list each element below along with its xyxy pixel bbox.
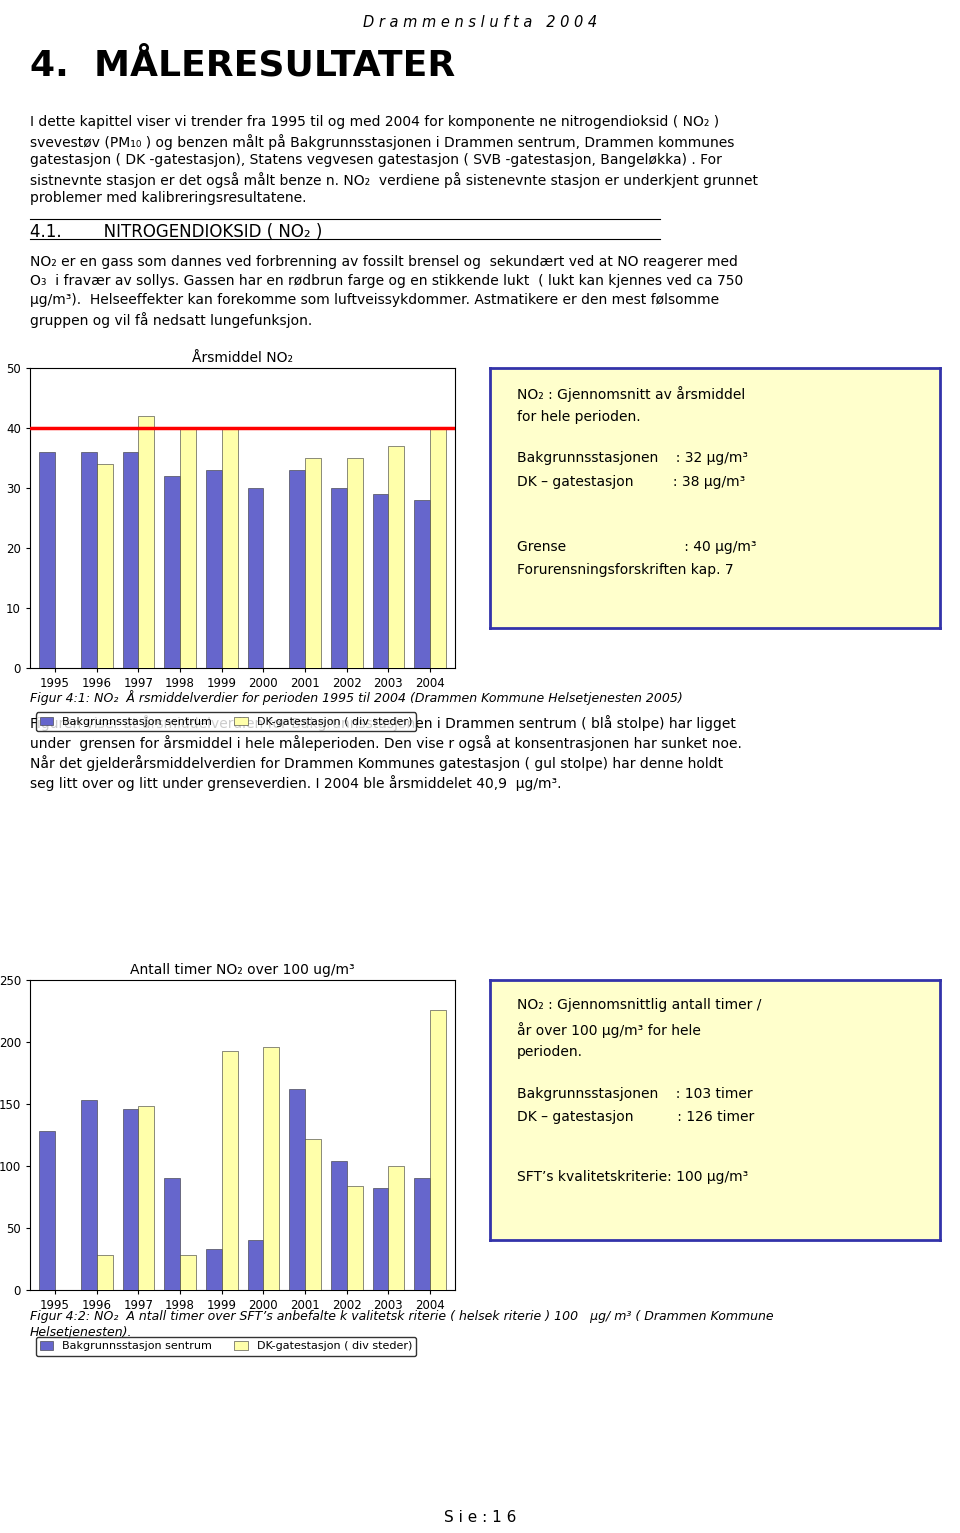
Text: D r a m m e n s l u f t a   2 0 0 4: D r a m m e n s l u f t a 2 0 0 4 <box>363 15 597 31</box>
Text: S i e : 1 6: S i e : 1 6 <box>444 1510 516 1525</box>
Text: sistnevnte stasjon er det også målt benze n. NO₂  verdiene på sistenevnte stasjo: sistnevnte stasjon er det også målt benz… <box>30 172 758 189</box>
Text: Figur 4:2: NO₂  A ntall timer over SFT’s anbefalte k valitetsk riterie ( helsek : Figur 4:2: NO₂ A ntall timer over SFT’s … <box>30 1311 774 1323</box>
Bar <box>180 1256 196 1289</box>
Bar <box>372 1188 389 1289</box>
Bar <box>414 500 430 668</box>
Bar <box>39 1131 55 1289</box>
Text: perioden.: perioden. <box>517 1046 583 1059</box>
Bar <box>97 464 112 668</box>
Text: DK – gatestasjon          : 126 timer: DK – gatestasjon : 126 timer <box>517 1110 755 1124</box>
Bar <box>347 458 363 668</box>
Bar <box>414 1179 430 1289</box>
Bar <box>81 1101 97 1289</box>
Bar <box>289 471 305 668</box>
Bar <box>123 452 138 668</box>
Bar <box>97 1256 112 1289</box>
Text: DK – gatestasjon         : 38 μg/m³: DK – gatestasjon : 38 μg/m³ <box>517 475 745 489</box>
Title: Årsmiddel NO₂: Årsmiddel NO₂ <box>192 351 293 365</box>
Text: 4.  MÅLERESULTATER: 4. MÅLERESULTATER <box>30 48 455 81</box>
Text: for hele perioden.: for hele perioden. <box>517 409 640 423</box>
Legend: Bakgrunnsstasjon sentrum, DK-gatestasjon ( div steder): Bakgrunnsstasjon sentrum, DK-gatestasjon… <box>36 713 417 731</box>
Bar <box>39 452 55 668</box>
Text: 4.1.        NITROGENDIOKSID ( NO₂ ): 4.1. NITROGENDIOKSID ( NO₂ ) <box>30 222 323 241</box>
Bar <box>331 487 347 668</box>
Text: Figuren viser at årsmiddelverdien for Bakgrunnsstasjonen i Drammen sentrum ( blå: Figuren viser at årsmiddelverdien for Ba… <box>30 714 736 731</box>
Text: NO₂ : Gjennomsnittlig antall timer /: NO₂ : Gjennomsnittlig antall timer / <box>517 998 761 1012</box>
Bar <box>138 415 155 668</box>
Title: Antall timer NO₂ over 100 ug/m³: Antall timer NO₂ over 100 ug/m³ <box>131 963 355 978</box>
Bar <box>164 1179 180 1289</box>
Bar <box>248 1240 263 1289</box>
Bar <box>123 1108 138 1289</box>
Text: μg/m³).  Helseeffekter kan forekomme som luftveissykdommer. Astmatikere er den m: μg/m³). Helseeffekter kan forekomme som … <box>30 293 719 307</box>
Bar <box>138 1107 155 1289</box>
Text: NO₂ : Gjennomsnitt av årsmiddel: NO₂ : Gjennomsnitt av årsmiddel <box>517 386 745 402</box>
Text: gatestasjon ( DK -gatestasjon), Statens vegvesen gatestasjon ( SVB -gatestasjon,: gatestasjon ( DK -gatestasjon), Statens … <box>30 153 722 167</box>
Text: år over 100 μg/m³ for hele: år over 100 μg/m³ for hele <box>517 1021 701 1038</box>
Bar <box>164 477 180 668</box>
Bar <box>289 1088 305 1289</box>
Text: seg litt over og litt under grenseverdien. I 2004 ble årsmiddelet 40,9  μg/m³.: seg litt over og litt under grenseverdie… <box>30 776 562 791</box>
Text: svevestøv (PM₁₀ ) og benzen målt på Bakgrunnsstasjonen i Drammen sentrum, Dramme: svevestøv (PM₁₀ ) og benzen målt på Bakg… <box>30 133 734 150</box>
Text: under  grensen for årsmiddel i hele måleperioden. Den vise r også at konsentrasj: under grensen for årsmiddel i hele målep… <box>30 734 742 751</box>
Bar <box>81 452 97 668</box>
Text: NO₂ er en gass som dannes ved forbrenning av fossilt brensel og  sekundært ved a: NO₂ er en gass som dannes ved forbrennin… <box>30 254 738 268</box>
Text: problemer med kalibreringsresultatene.: problemer med kalibreringsresultatene. <box>30 192 306 205</box>
Bar <box>347 1187 363 1289</box>
Text: O₃  i fravær av sollys. Gassen har en rødbrun farge og en stikkende lukt  ( lukt: O₃ i fravær av sollys. Gassen har en rød… <box>30 274 743 288</box>
Text: I dette kapittel viser vi trender fra 1995 til og med 2004 for komponente ne nit: I dette kapittel viser vi trender fra 19… <box>30 115 719 129</box>
Bar <box>180 428 196 668</box>
Bar <box>205 471 222 668</box>
Text: SFT’s kvalitetskriterie: 100 μg/m³: SFT’s kvalitetskriterie: 100 μg/m³ <box>517 1170 748 1183</box>
Bar <box>222 1050 237 1289</box>
Bar <box>305 1139 321 1289</box>
Text: Forurensningsforskriften kap. 7: Forurensningsforskriften kap. 7 <box>517 563 733 576</box>
Bar <box>372 494 389 668</box>
Text: Helsetjenesten).: Helsetjenesten). <box>30 1326 132 1338</box>
Text: Bakgrunnsstasjonen    : 103 timer: Bakgrunnsstasjonen : 103 timer <box>517 1087 753 1101</box>
Bar <box>305 458 321 668</box>
Bar <box>331 1160 347 1289</box>
Text: Når det gjelderårsmiddelverdien for Drammen Kommunes gatestasjon ( gul stolpe) h: Når det gjelderårsmiddelverdien for Dram… <box>30 754 723 771</box>
Text: Grense                           : 40 μg/m³: Grense : 40 μg/m³ <box>517 540 756 553</box>
Bar <box>389 1167 404 1289</box>
Bar <box>263 1047 279 1289</box>
Bar <box>205 1249 222 1289</box>
Legend: Bakgrunnsstasjon sentrum, DK-gatestasjon ( div steder): Bakgrunnsstasjon sentrum, DK-gatestasjon… <box>36 1337 417 1355</box>
Bar <box>430 1010 445 1289</box>
Bar <box>389 446 404 668</box>
Bar <box>222 428 237 668</box>
Bar <box>248 487 263 668</box>
Text: gruppen og vil få nedsatt lungefunksjon.: gruppen og vil få nedsatt lungefunksjon. <box>30 313 312 328</box>
Text: Bakgrunnsstasjonen    : 32 μg/m³: Bakgrunnsstasjonen : 32 μg/m³ <box>517 451 748 464</box>
Text: Figur 4:1: NO₂  Å rsmiddelverdier for perioden 1995 til 2004 (Drammen Kommune He: Figur 4:1: NO₂ Å rsmiddelverdier for per… <box>30 690 683 705</box>
Bar <box>430 428 445 668</box>
